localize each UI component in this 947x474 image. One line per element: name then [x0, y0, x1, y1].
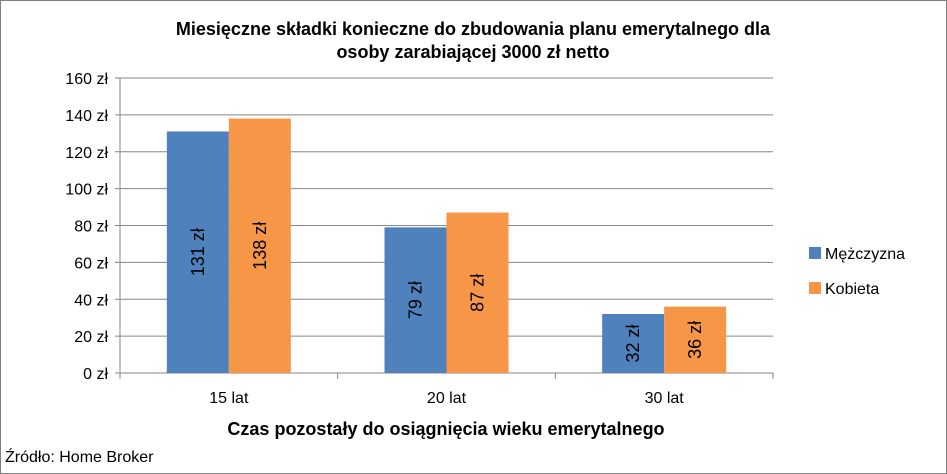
- bar-kobieta: [664, 306, 727, 373]
- x-tick-label: 15 lat: [209, 390, 249, 407]
- x-tick-label: 20 lat: [427, 390, 467, 407]
- y-tick-label: 0 zł: [83, 366, 108, 383]
- bar-mezczyzna: [602, 314, 665, 373]
- y-tick-label: 40 zł: [74, 292, 108, 309]
- bar-mezczyzna: [166, 131, 229, 373]
- bar-data-label: 36 zł: [685, 321, 705, 359]
- y-tick-label: 140 zł: [65, 108, 108, 125]
- y-tick-label: 20 zł: [74, 329, 108, 346]
- bar-data-label: 131 zł: [188, 228, 208, 276]
- y-tick-label: 60 zł: [74, 255, 108, 272]
- y-tick-label: 100 zł: [65, 182, 108, 199]
- y-tick-label: 160 zł: [65, 71, 108, 88]
- bar-kobieta: [446, 212, 509, 373]
- legend-swatch: [809, 247, 821, 259]
- bar-data-label: 79 zł: [406, 281, 426, 319]
- legend-swatch: [809, 282, 821, 294]
- legend-label: Kobieta: [825, 281, 879, 298]
- x-axis-title: Czas pozostały do osiągnięcia wieku emer…: [227, 419, 664, 439]
- x-tick-label: 30 lat: [645, 390, 685, 407]
- y-tick-label: 120 zł: [65, 145, 108, 162]
- source-note: Źródło: Home Broker: [5, 447, 154, 466]
- bar-data-label: 138 zł: [250, 222, 270, 270]
- chart-title-line: Miesięczne składki konieczne do zbudowan…: [176, 19, 771, 39]
- y-tick-label: 80 zł: [74, 219, 108, 236]
- bar-kobieta: [228, 118, 291, 373]
- bar-data-label: 87 zł: [468, 274, 488, 312]
- legend-label: Mężczyzna: [825, 246, 905, 263]
- chart-title-line: osoby zarabiającej 3000 zł netto: [336, 42, 609, 62]
- bar-data-label: 32 zł: [623, 324, 643, 362]
- bar-mezczyzna: [384, 227, 447, 373]
